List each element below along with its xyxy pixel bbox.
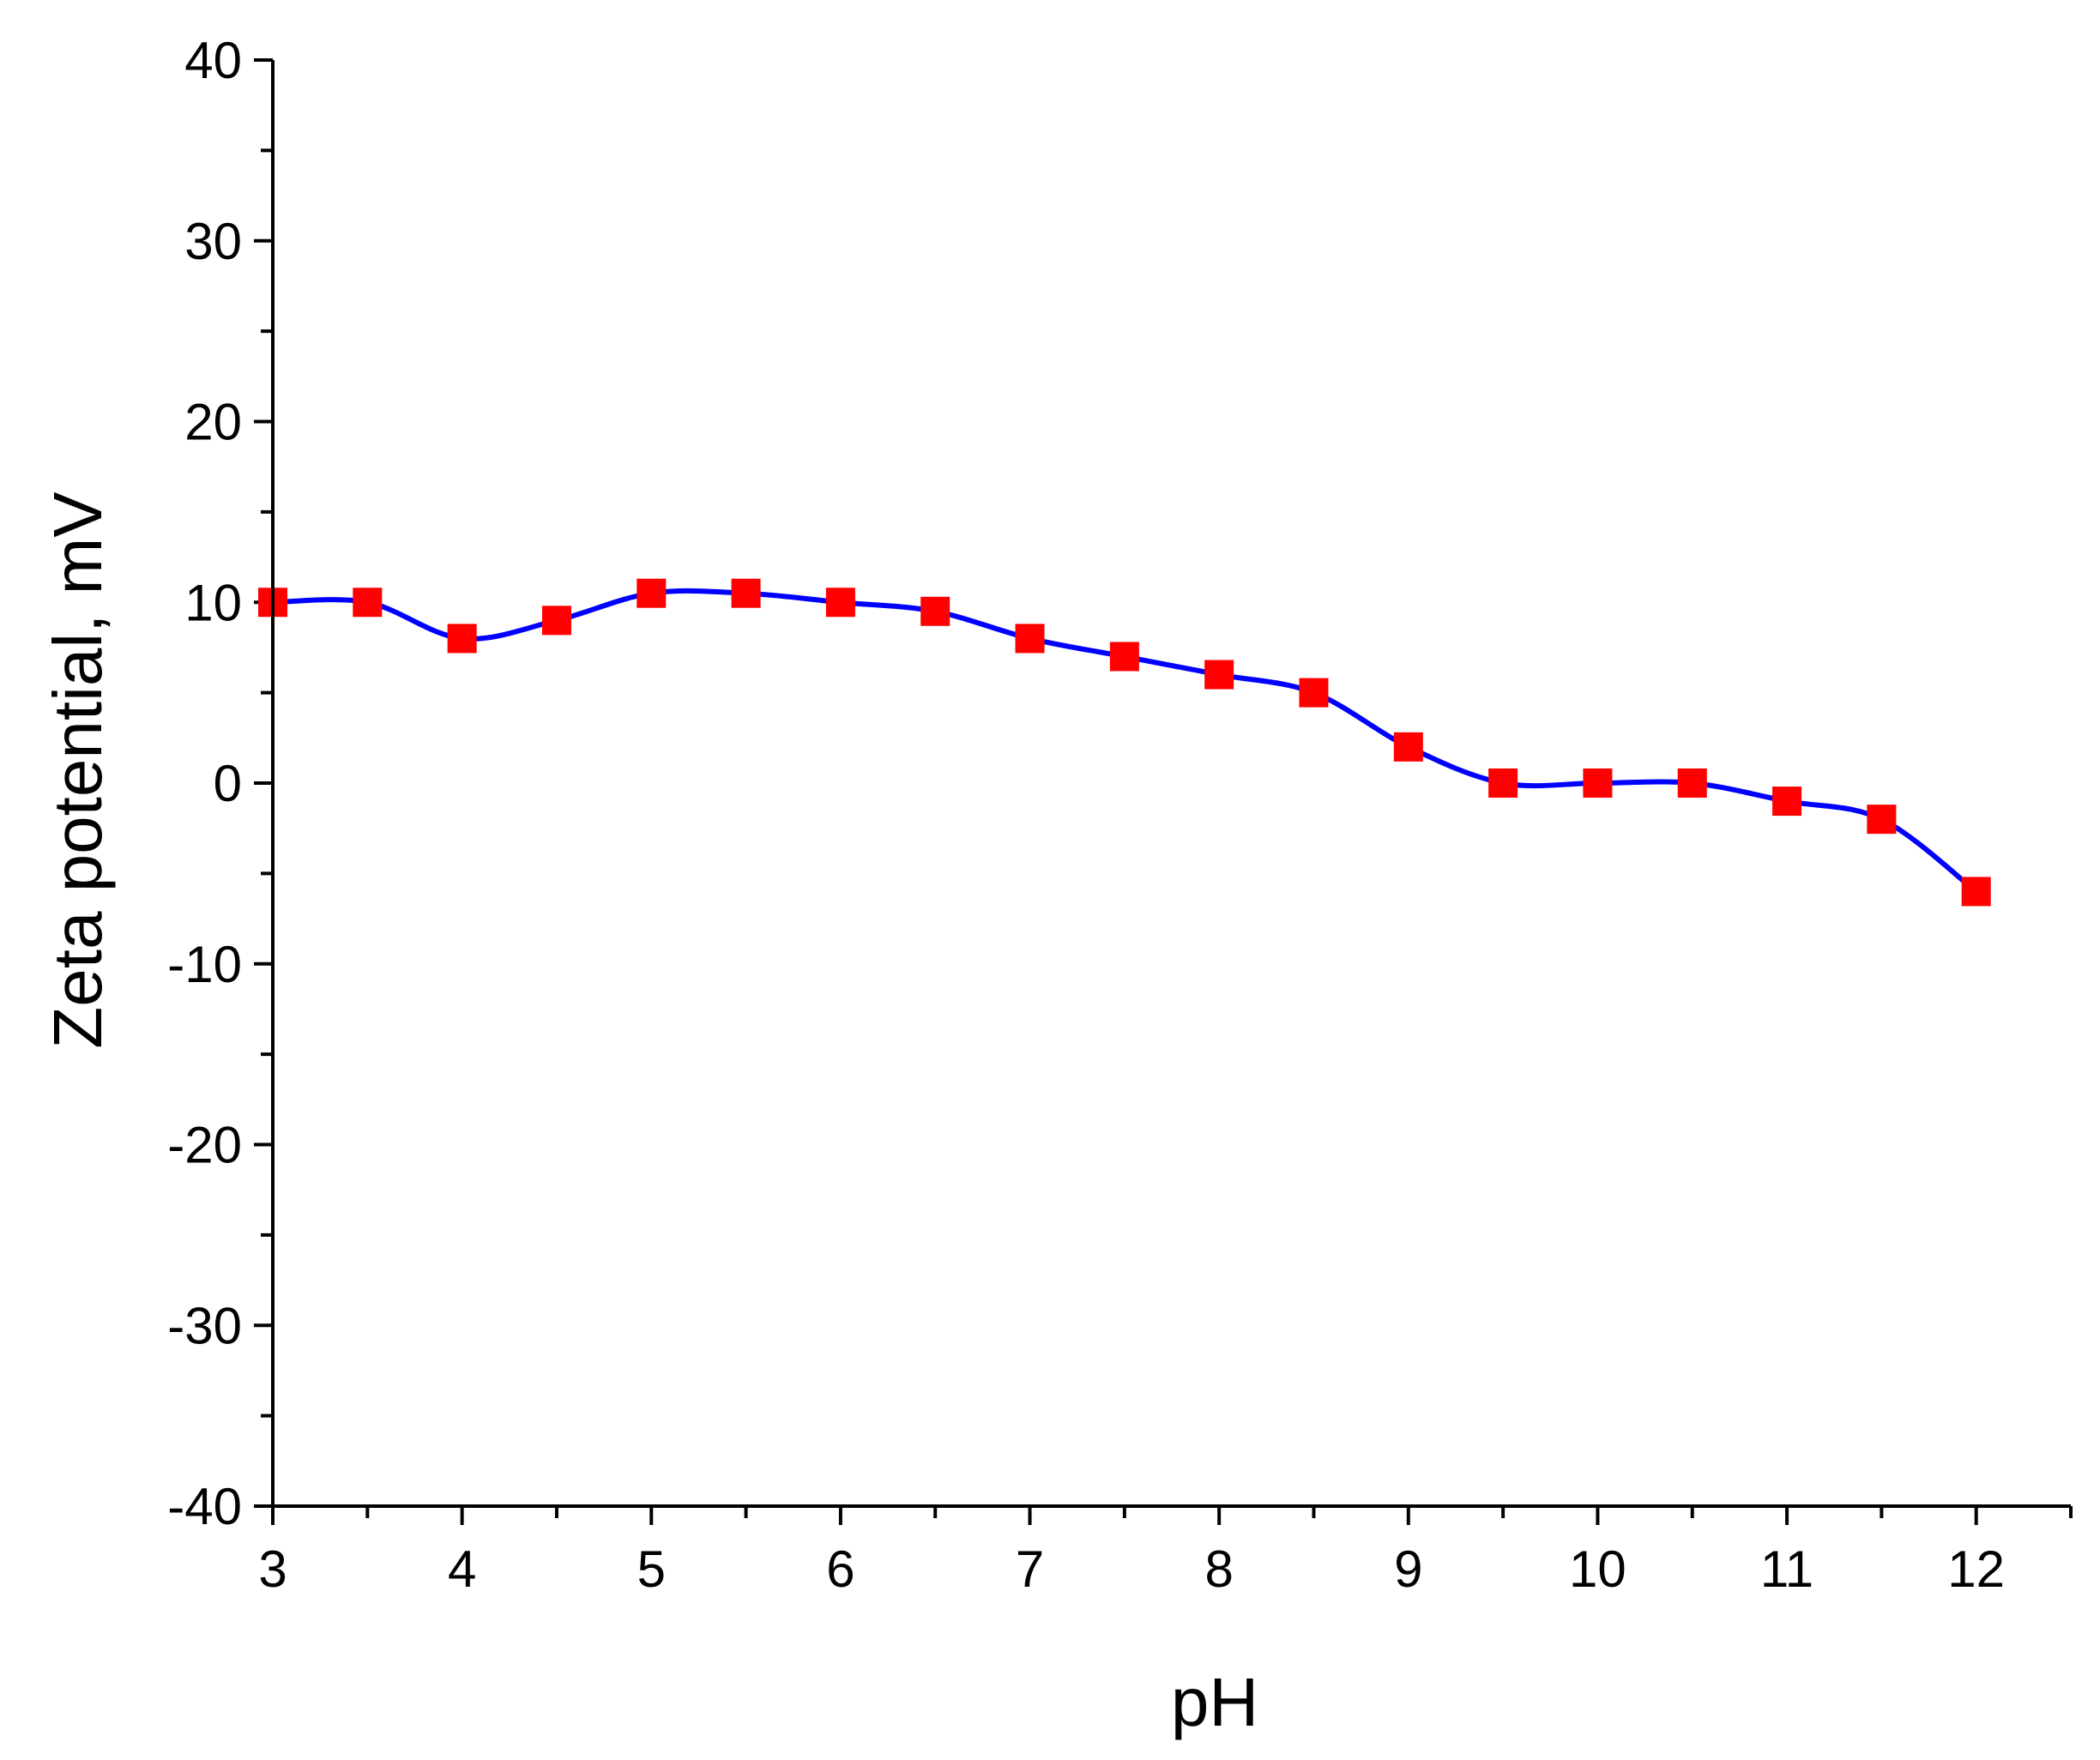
data-point-marker (1204, 660, 1234, 690)
y-tick-label: -40 (167, 1478, 242, 1535)
y-tick-label: 30 (184, 213, 242, 270)
data-point-marker (920, 596, 950, 626)
x-axis-label: pH (1171, 1664, 1258, 1740)
x-tick-label: 3 (258, 1540, 287, 1598)
x-tick-label: 12 (1947, 1540, 2005, 1598)
data-point-marker (447, 624, 477, 654)
data-point-marker (825, 588, 855, 618)
y-axis-ticks: -40 -30 -20 -10 0 10 20 30 40 (167, 32, 273, 1535)
y-tick-label: -10 (167, 936, 242, 993)
data-point-marker (1109, 642, 1139, 672)
data-point-marker (1299, 678, 1329, 708)
x-tick-label: 11 (1760, 1540, 1813, 1598)
series-line (272, 588, 1978, 894)
x-tick-label: 10 (1569, 1540, 1626, 1598)
y-tick-label: 10 (184, 574, 242, 631)
x-tick-label: 9 (1394, 1540, 1422, 1598)
data-point-marker (541, 606, 571, 636)
y-tick-label: 0 (214, 755, 242, 812)
y-tick-label: -30 (167, 1297, 242, 1354)
x-tick-label: 6 (826, 1540, 854, 1598)
data-point-marker (1772, 787, 1802, 817)
data-point-marker (1393, 732, 1423, 762)
data-point-marker (353, 588, 383, 618)
x-tick-label: 5 (637, 1540, 666, 1598)
x-tick-label: 4 (448, 1540, 476, 1598)
series-markers (258, 578, 1991, 907)
data-point-marker (1677, 768, 1707, 798)
y-tick-label: 40 (184, 32, 242, 89)
data-point-marker (731, 578, 761, 608)
data-point-marker (637, 578, 667, 608)
x-tick-label: 7 (1016, 1540, 1044, 1598)
y-axis-label: Zeta potential, mV (39, 491, 116, 1049)
x-axis-ticks: 3 4 5 6 7 8 9 10 11 12 (258, 1506, 2073, 1598)
y-tick-label: 20 (184, 394, 242, 451)
data-point-marker (1961, 877, 1991, 907)
data-point-marker (1867, 805, 1897, 835)
x-tick-label: 8 (1204, 1540, 1233, 1598)
data-point-marker (1488, 768, 1518, 798)
data-point-marker (1583, 768, 1613, 798)
y-tick-label: -20 (167, 1117, 242, 1174)
data-point-marker (1015, 624, 1045, 654)
